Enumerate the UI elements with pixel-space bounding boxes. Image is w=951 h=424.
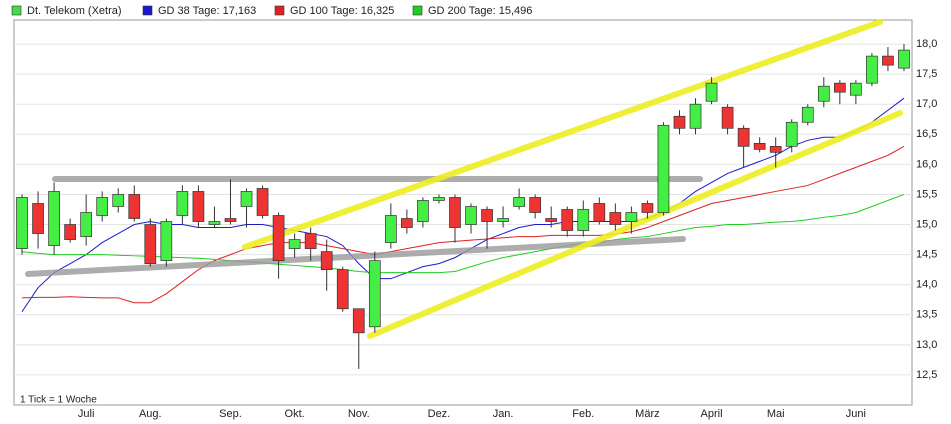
candle-body: [401, 218, 413, 228]
candle-body: [417, 200, 429, 222]
plot-area: [13, 19, 913, 406]
legend-swatch: [274, 5, 285, 16]
candle-body: [144, 224, 157, 264]
candle-body: [657, 124, 670, 213]
trend-line: [367, 110, 903, 339]
y-tick-label: 14,5: [916, 249, 937, 261]
candle-body: [320, 251, 333, 270]
candle-body: [561, 209, 574, 231]
x-tick-label: Mai: [767, 408, 785, 420]
candle-body: [513, 197, 525, 207]
candle-body: [753, 142, 766, 150]
candle-body: [593, 203, 606, 222]
x-tick-label: Feb.: [572, 408, 594, 420]
candle-body: [641, 203, 654, 213]
candle-body: [577, 209, 590, 231]
candle-body: [689, 103, 702, 129]
candle-body: [465, 206, 477, 225]
x-tick-label: Okt.: [285, 408, 305, 420]
candle-body: [176, 191, 189, 216]
y-tick-label: 16,5: [916, 128, 937, 140]
legend-swatch: [142, 5, 153, 16]
candle-body: [882, 55, 894, 66]
candle-body: [256, 188, 269, 216]
candle-body: [112, 194, 125, 207]
x-tick-label: März: [635, 408, 659, 420]
x-tick-label: Sep.: [219, 408, 242, 420]
candle-body: [32, 203, 44, 234]
x-tick-label: Jan.: [493, 408, 514, 420]
candle-body: [336, 269, 349, 310]
trend-lines: [25, 19, 903, 339]
candle-body: [769, 145, 782, 153]
y-tick-label: 15,0: [916, 218, 937, 230]
candle-body: [850, 82, 862, 96]
candle-body: [801, 106, 814, 123]
candle-body: [48, 191, 60, 246]
candle-body: [529, 197, 542, 213]
legend-swatch: [11, 5, 22, 16]
candle-body: [384, 215, 397, 243]
candle-body: [705, 82, 718, 102]
note: 1 Tick = 1 Woche: [20, 395, 97, 406]
x-tick-label: Dez.: [428, 408, 451, 420]
candle-body: [497, 218, 509, 222]
candle-body: [545, 218, 558, 222]
y-tick-label: 15,5: [916, 188, 937, 200]
candle-body: [673, 115, 686, 129]
candle-body: [898, 49, 910, 69]
x-tick-label: Juni: [846, 408, 866, 420]
candle-body: [96, 197, 109, 216]
legend-label: GD 38 Tage: 17,163: [158, 5, 256, 17]
trend-line: [25, 236, 686, 277]
candle-body: [609, 212, 622, 225]
candle-body: [304, 233, 317, 249]
candle-body: [208, 221, 221, 225]
x-tick-label: Juli: [78, 408, 95, 420]
candle-body: [64, 224, 76, 240]
candle-body: [785, 121, 798, 147]
legend-swatch: [412, 5, 423, 16]
y-tick-label: 16,0: [916, 158, 937, 170]
candle-body: [433, 197, 445, 201]
candle-body: [160, 221, 173, 261]
candle-body: [866, 55, 878, 84]
x-tick-label: April: [701, 408, 723, 420]
legend-label: Dt. Telekom (Xetra): [27, 5, 122, 17]
candle-body: [721, 106, 734, 129]
x-tick-label: Nov.: [348, 408, 370, 420]
candle-body: [192, 191, 205, 222]
legend-label: GD 100 Tage: 16,325: [290, 5, 394, 17]
candle-body: [352, 308, 365, 334]
candle-body: [449, 197, 461, 228]
legend-label: GD 200 Tage: 15,496: [428, 5, 532, 17]
candle-body: [288, 239, 301, 249]
candle-body: [224, 218, 237, 222]
candle-body: [625, 212, 638, 222]
y-tick-label: 17,5: [916, 68, 937, 80]
y-tick-label: 12,5: [916, 369, 937, 381]
candle-body: [16, 197, 28, 249]
y-tick-label: 13,5: [916, 309, 937, 321]
candle-body: [368, 260, 381, 328]
y-tick-label: 13,0: [916, 339, 937, 351]
moving-average-line: [21, 145, 905, 304]
candle-body: [817, 85, 830, 102]
y-tick-label: 14,0: [916, 279, 937, 291]
x-tick-label: Aug.: [139, 408, 162, 420]
candle-body: [481, 209, 493, 222]
candles: [16, 44, 910, 369]
y-tick-label: 18,0: [916, 38, 937, 50]
candle-body: [240, 191, 253, 207]
candle-body: [737, 127, 750, 147]
candle-body: [833, 82, 846, 93]
trend-line: [242, 19, 883, 250]
y-tick-label: 17,0: [916, 98, 937, 110]
candle-body: [80, 212, 93, 237]
candle-body: [128, 194, 141, 219]
candle-body: [272, 215, 285, 261]
